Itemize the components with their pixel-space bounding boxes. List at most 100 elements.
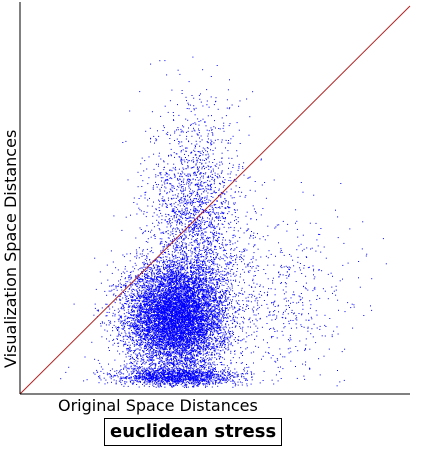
data-point bbox=[142, 311, 144, 313]
data-point bbox=[199, 338, 201, 340]
data-point bbox=[221, 324, 223, 326]
data-point bbox=[203, 340, 205, 342]
data-point bbox=[181, 275, 183, 277]
data-point bbox=[160, 276, 162, 278]
data-point bbox=[179, 283, 181, 285]
data-point bbox=[160, 298, 162, 299]
data-point bbox=[166, 333, 168, 335]
data-point bbox=[136, 303, 138, 305]
data-point bbox=[151, 295, 153, 297]
data-point bbox=[142, 308, 144, 310]
data-point bbox=[180, 348, 182, 350]
data-point bbox=[166, 340, 168, 342]
data-point bbox=[120, 315, 122, 317]
data-point bbox=[152, 278, 154, 280]
data-point bbox=[166, 329, 168, 331]
data-point bbox=[228, 332, 230, 334]
data-point bbox=[188, 342, 190, 344]
data-point bbox=[146, 355, 148, 357]
data-point bbox=[109, 308, 111, 310]
data-point bbox=[139, 312, 141, 314]
data-point bbox=[231, 333, 233, 334]
data-point bbox=[156, 267, 158, 269]
data-point bbox=[163, 275, 165, 277]
data-point bbox=[202, 303, 203, 305]
data-point bbox=[188, 328, 190, 329]
data-point bbox=[141, 358, 143, 360]
data-point bbox=[155, 285, 157, 286]
data-point bbox=[122, 271, 124, 273]
data-point bbox=[126, 312, 128, 314]
data-point bbox=[210, 288, 212, 290]
data-point bbox=[207, 347, 209, 349]
data-point bbox=[100, 323, 102, 325]
data-point bbox=[151, 341, 153, 343]
data-point bbox=[183, 362, 185, 364]
data-point bbox=[188, 324, 190, 326]
data-point bbox=[195, 359, 197, 361]
data-point bbox=[207, 314, 209, 316]
data-point bbox=[196, 276, 198, 277]
data-point bbox=[203, 349, 205, 351]
data-point bbox=[185, 333, 187, 335]
data-point bbox=[189, 363, 191, 365]
data-point bbox=[165, 359, 167, 361]
data-point bbox=[137, 305, 139, 307]
data-point bbox=[153, 338, 155, 340]
data-point bbox=[112, 327, 113, 329]
data-point bbox=[166, 282, 168, 284]
data-point bbox=[105, 324, 107, 326]
data-point bbox=[179, 287, 181, 289]
data-point bbox=[144, 333, 146, 334]
data-point bbox=[136, 355, 138, 357]
data-point bbox=[201, 290, 203, 292]
data-point bbox=[203, 343, 205, 345]
data-point bbox=[139, 294, 141, 296]
data-point bbox=[151, 338, 153, 340]
data-point bbox=[200, 267, 202, 269]
data-point bbox=[173, 351, 175, 352]
data-point bbox=[190, 251, 192, 253]
data-point bbox=[158, 270, 160, 272]
data-point bbox=[201, 365, 203, 367]
data-point bbox=[210, 337, 212, 339]
data-point bbox=[133, 318, 135, 319]
data-point bbox=[155, 279, 157, 281]
data-point bbox=[229, 316, 231, 318]
data-point bbox=[181, 290, 183, 292]
data-point bbox=[137, 358, 139, 360]
data-point bbox=[197, 305, 199, 306]
data-point bbox=[225, 333, 227, 335]
data-point bbox=[151, 281, 153, 283]
data-point bbox=[125, 303, 127, 304]
data-point bbox=[190, 324, 192, 326]
data-point bbox=[131, 382, 133, 384]
data-point bbox=[218, 316, 220, 318]
data-point bbox=[123, 284, 125, 286]
data-point bbox=[167, 356, 169, 358]
data-point bbox=[171, 303, 173, 305]
data-point bbox=[177, 299, 179, 301]
data-point bbox=[173, 310, 175, 311]
data-point bbox=[159, 344, 161, 346]
data-point bbox=[208, 327, 210, 329]
data-point bbox=[124, 381, 126, 382]
data-point bbox=[197, 351, 199, 353]
data-point bbox=[171, 280, 172, 282]
data-point bbox=[170, 322, 172, 324]
data-point bbox=[166, 320, 167, 322]
data-point bbox=[182, 298, 184, 300]
data-point bbox=[149, 344, 151, 346]
data-point bbox=[123, 368, 125, 370]
data-point bbox=[189, 279, 191, 281]
data-point bbox=[172, 356, 174, 358]
data-point bbox=[159, 330, 161, 332]
data-point bbox=[253, 306, 255, 308]
data-point bbox=[209, 281, 211, 283]
data-point bbox=[204, 367, 206, 369]
data-point bbox=[140, 336, 142, 338]
data-point bbox=[178, 321, 180, 322]
data-point bbox=[226, 279, 228, 281]
data-point bbox=[196, 291, 197, 293]
data-point bbox=[188, 358, 190, 360]
